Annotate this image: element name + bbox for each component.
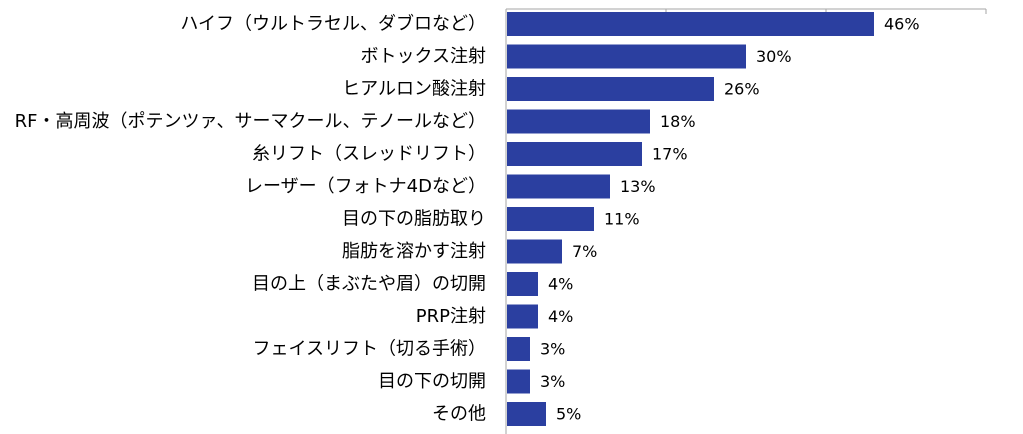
category-label: 目の下の脂肪取り: [342, 209, 486, 230]
category-label: 糸リフト（スレッドリフト）: [252, 144, 486, 165]
axis-layer: [505, 8, 987, 434]
bar: [507, 304, 538, 329]
bar: [507, 402, 546, 426]
category-label: RF・高周波（ポテンツァ、サーマクール、テノールなど）: [15, 111, 486, 132]
value-label: 4%: [548, 275, 573, 294]
labels-layer: ハイフ（ウルトラセル、ダブロなど） 46% ボトックス注射 30% ヒアルロン酸注射 26…: [15, 13, 920, 425]
value-label: 11%: [604, 210, 640, 229]
category-label: 脂肪を溶かす注射: [342, 241, 486, 262]
bar: [507, 77, 714, 101]
category-label: レーザー（フォトナ4Dなど）: [245, 176, 486, 197]
category-label: その他: [432, 404, 486, 425]
category-label: 目の上（まぶたや眉）の切開: [252, 274, 486, 295]
category-label: 目の下の切開: [378, 371, 486, 392]
bar: [507, 207, 594, 231]
value-label: 7%: [572, 242, 597, 261]
category-label: ボトックス注射: [361, 46, 486, 67]
category-label: ハイフ（ウルトラセル、ダブロなど）: [180, 13, 486, 35]
bar: [507, 44, 746, 69]
value-label: 30%: [756, 47, 792, 66]
bar: [507, 109, 650, 134]
bar: [507, 272, 538, 296]
value-label: 46%: [884, 15, 920, 34]
value-label: 5%: [556, 405, 581, 424]
value-label: 3%: [540, 372, 565, 391]
category-label: PRP注射: [416, 306, 486, 327]
bars-layer: [507, 12, 874, 426]
value-label: 13%: [620, 177, 656, 196]
bar: [507, 337, 530, 361]
value-label: 4%: [548, 307, 573, 326]
bar: [507, 369, 530, 394]
bar: [507, 239, 562, 264]
value-label: 18%: [660, 112, 696, 131]
bar: [507, 142, 642, 166]
value-label: 3%: [540, 340, 565, 359]
value-label: 26%: [724, 80, 760, 99]
bar: [507, 12, 874, 36]
value-label: 17%: [652, 145, 688, 164]
bar: [507, 174, 610, 199]
category-label: フェイスリフト（切る手術）: [253, 339, 486, 360]
category-label: ヒアルロン酸注射: [342, 79, 486, 100]
